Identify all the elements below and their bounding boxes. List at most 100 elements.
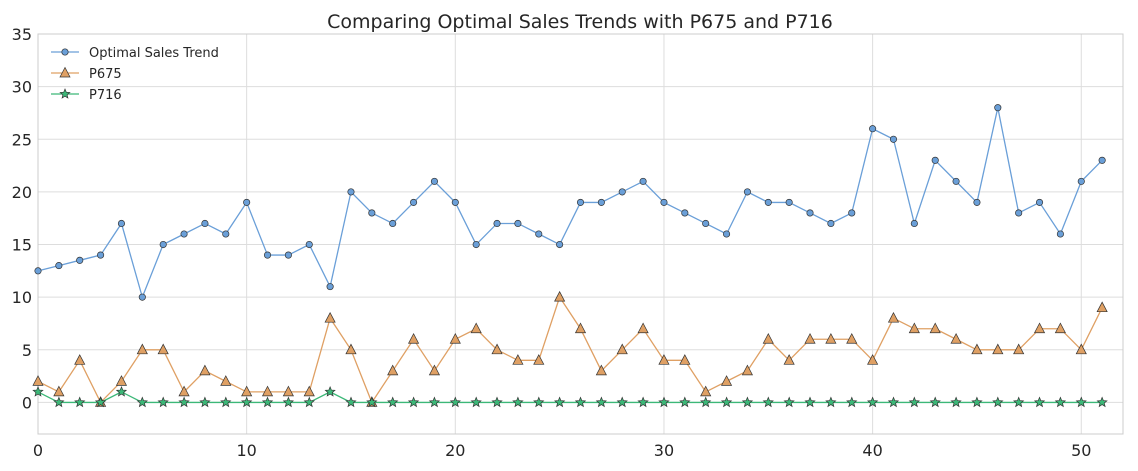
- y-tick-label: 20: [12, 183, 32, 202]
- data-point: [785, 198, 793, 206]
- x-tick-label: 0: [33, 441, 43, 460]
- data-point: [199, 364, 211, 376]
- data-point: [220, 375, 232, 386]
- data-point: [389, 219, 397, 228]
- data-point: [783, 396, 795, 408]
- data-point: [430, 177, 438, 185]
- data-point: [115, 375, 128, 386]
- data-point: [889, 135, 898, 143]
- data-point: [1054, 396, 1067, 408]
- data-point: [407, 396, 420, 408]
- data-point: [491, 343, 503, 355]
- data-point: [136, 343, 148, 355]
- chart-title: Comparing Optimal Sales Trends with P675…: [327, 11, 833, 33]
- data-point: [74, 354, 86, 365]
- series-line: [37, 295, 1103, 404]
- data-point: [1033, 322, 1046, 334]
- data-point: [387, 364, 399, 376]
- data-point: [869, 125, 877, 133]
- data-point: [1096, 396, 1108, 408]
- data-point: [533, 396, 545, 408]
- data-point: [157, 396, 169, 408]
- data-point: [702, 219, 710, 228]
- data-point: [261, 385, 274, 397]
- data-point: [595, 396, 607, 408]
- y-tick-label: 10: [12, 288, 32, 307]
- data-point: [616, 396, 628, 408]
- data-point: [595, 364, 607, 376]
- data-point: [1075, 396, 1087, 408]
- data-point: [556, 240, 564, 249]
- data-point: [159, 240, 167, 249]
- data-point: [157, 343, 169, 355]
- data-point: [1056, 230, 1064, 238]
- y-tick-label: 0: [22, 393, 32, 412]
- data-point: [908, 396, 920, 408]
- data-point: [138, 293, 146, 301]
- data-point: [368, 209, 376, 217]
- data-point: [846, 396, 858, 408]
- data-point: [994, 104, 1002, 112]
- data-point: [825, 396, 837, 408]
- data-point: [658, 396, 670, 408]
- data-point: [867, 396, 879, 408]
- data-point: [950, 333, 962, 344]
- data-point: [574, 322, 587, 334]
- data-point: [407, 333, 420, 344]
- data-point: [115, 385, 128, 397]
- data-point: [825, 333, 837, 344]
- data-point: [973, 198, 981, 206]
- y-tick-label: 30: [12, 78, 32, 97]
- data-point: [94, 396, 107, 408]
- data-point: [764, 198, 772, 206]
- legend: Optimal Sales Trend P675 P716: [51, 46, 219, 103]
- data-point: [992, 343, 1004, 355]
- plot-frame: [37, 33, 1124, 435]
- legend-label: P716: [89, 88, 122, 103]
- data-point: [303, 385, 315, 397]
- data-point: [908, 322, 920, 334]
- data-point: [451, 198, 459, 206]
- data-point: [1015, 209, 1023, 217]
- x-tick-label: 10: [236, 441, 256, 460]
- data-point: [220, 396, 232, 408]
- data-point: [180, 230, 188, 238]
- data-point: [303, 396, 315, 408]
- data-point: [199, 396, 211, 408]
- tick-labels: 0 10 20 30 40 50 0 5 10 15 20 25 30 35: [12, 25, 1092, 460]
- data-point: [637, 396, 649, 408]
- y-tick-label: 35: [12, 25, 32, 44]
- legend-marker: [59, 88, 71, 99]
- x-tick-label: 30: [654, 441, 674, 460]
- data-point: [679, 354, 691, 365]
- y-tick-label: 15: [12, 236, 32, 255]
- data-point: [366, 396, 378, 408]
- data-point: [241, 396, 253, 408]
- data-point: [449, 396, 461, 408]
- data-point: [1033, 396, 1046, 408]
- data-point: [846, 333, 858, 344]
- x-tick-label: 20: [445, 441, 465, 460]
- data-point: [741, 396, 754, 408]
- data-point: [178, 385, 190, 397]
- data-point: [493, 219, 501, 228]
- legend-label: P675: [89, 67, 122, 82]
- data-point: [470, 322, 482, 334]
- data-point: [97, 251, 105, 259]
- data-point: [660, 198, 668, 206]
- data-point: [261, 396, 274, 408]
- data-point: [929, 322, 941, 334]
- data-point: [53, 396, 65, 408]
- data-point: [284, 251, 292, 259]
- data-point: [32, 385, 44, 397]
- data-point: [952, 177, 960, 185]
- data-point: [1098, 156, 1106, 164]
- data-point: [1013, 396, 1025, 408]
- data-point: [950, 396, 962, 408]
- legend-marker: [59, 66, 71, 78]
- data-point: [929, 396, 941, 408]
- data-point: [74, 396, 86, 408]
- data-point: [55, 262, 63, 270]
- data-point: [720, 396, 733, 408]
